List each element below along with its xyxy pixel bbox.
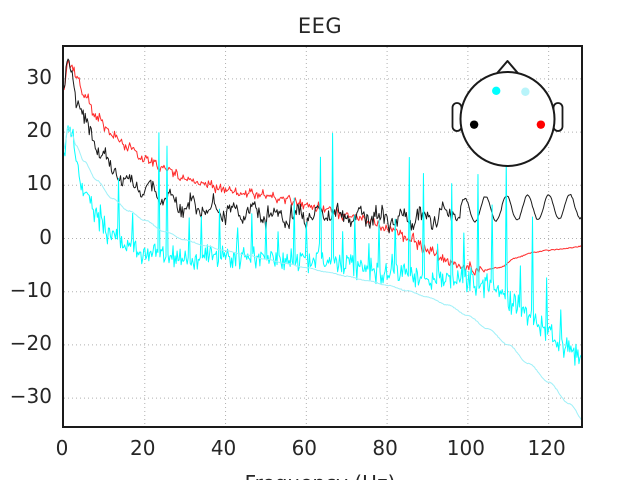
x-tick-label: 80 (372, 436, 398, 460)
sensor-temporal-right (536, 120, 546, 129)
x-tick-label: 0 (55, 436, 69, 460)
eeg-sensor-head-diagram (451, 60, 564, 167)
y-tick-label: −20 (9, 330, 52, 355)
x-tick-label: 20 (130, 436, 156, 460)
sensor-frontal-right (521, 87, 530, 96)
sensor-frontal-left (492, 86, 501, 95)
spectrum-line-channel-red (64, 60, 581, 276)
y-tick-label: 0 (39, 224, 52, 249)
spectrum-line-channel-black (64, 58, 581, 234)
y-tick-label: 30 (26, 64, 52, 89)
x-axis-label: Frequency (Hz) (0, 470, 640, 480)
spectrum-line-channel-pale-cyan (64, 127, 581, 421)
y-tick-label: 10 (26, 171, 52, 196)
sensor-temporal-left (469, 120, 479, 129)
head-outline (459, 71, 556, 167)
x-tick-label: 40 (210, 436, 237, 460)
spectrum-line-channel-cyan (64, 125, 581, 366)
y-tick-label: −10 (9, 277, 52, 302)
grid-lines (64, 47, 581, 426)
y-tick-label: 20 (26, 118, 52, 143)
spectral-curves (64, 58, 581, 421)
x-tick-label: 60 (291, 436, 318, 460)
x-tick-label: 120 (527, 436, 566, 460)
y-tick-label: −30 (9, 384, 52, 409)
page-title: EEG (297, 14, 343, 38)
x-tick-label: 100 (446, 436, 485, 460)
plot-area[interactable] (62, 45, 583, 428)
